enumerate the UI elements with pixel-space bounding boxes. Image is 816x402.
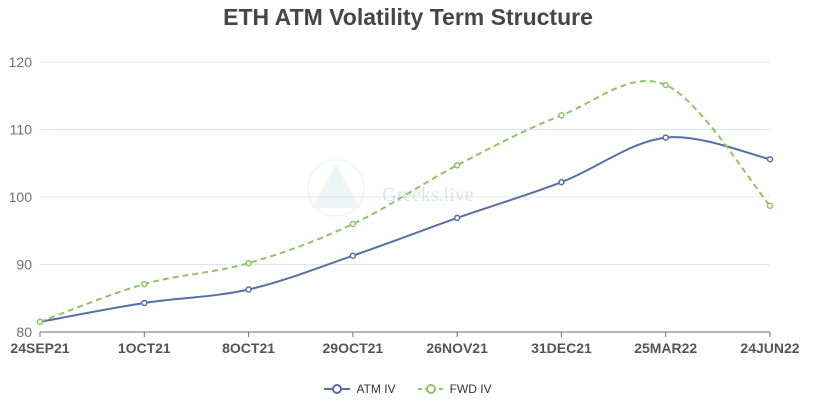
series-line-fwd-iv <box>39 80 771 323</box>
y-tick-label: 100 <box>9 189 33 205</box>
data-point-atm-iv[interactable] <box>245 286 252 293</box>
data-point-atm-iv[interactable] <box>558 178 565 186</box>
data-point-fwd-iv[interactable] <box>662 81 669 89</box>
legend-label-atm-iv: ATM IV <box>356 382 396 396</box>
series-layer <box>36 80 774 326</box>
data-point-fwd-iv[interactable] <box>36 318 44 326</box>
data-point-fwd-iv[interactable] <box>245 259 252 267</box>
y-tick-label: 90 <box>16 257 32 273</box>
data-point-fwd-iv[interactable] <box>558 112 565 119</box>
y-tick-label: 110 <box>10 122 33 138</box>
legend-item-fwd-iv[interactable]: FWD IV <box>417 382 492 396</box>
x-tick-label: 24JUN22 <box>740 340 799 356</box>
watermark-text: Greeks.live <box>382 184 474 206</box>
data-point-atm-iv[interactable] <box>349 252 357 259</box>
data-point-fwd-iv[interactable] <box>453 162 461 169</box>
data-point-fwd-iv[interactable] <box>349 220 357 228</box>
data-point-atm-iv[interactable] <box>662 134 669 141</box>
data-point-atm-iv[interactable] <box>141 299 148 307</box>
data-point-atm-iv[interactable] <box>766 155 774 163</box>
y-tick-label: 120 <box>9 54 33 70</box>
watermark-logo <box>307 159 365 217</box>
data-point-fwd-iv[interactable] <box>141 280 148 288</box>
axis-layer: 80 90 100 110 120 24SEP21 1OCT21 8OCT21 29OCT21 2… <box>9 54 800 356</box>
x-tick-label: 24SEP21 <box>10 340 69 356</box>
x-tick-label: 31DEC21 <box>531 340 592 356</box>
y-tick-label: 80 <box>16 324 32 340</box>
x-tick-label: 1OCT21 <box>118 340 171 356</box>
legend-swatch-fwd-iv <box>417 384 444 394</box>
x-tick-label: 25MAR22 <box>634 340 697 356</box>
chart-title: ETH ATM Volatility Term Structure <box>223 4 593 30</box>
data-point-atm-iv[interactable] <box>453 214 461 222</box>
x-tick-label: 8OCT21 <box>222 340 275 356</box>
series-line-atm-iv <box>39 136 771 323</box>
chart-legend: ATM IV FWD IV <box>0 382 816 396</box>
x-tick-label: 29OCT21 <box>323 340 384 356</box>
legend-swatch-atm-iv <box>324 384 351 394</box>
x-tick-label: 26NOV21 <box>426 340 488 356</box>
data-point-fwd-iv[interactable] <box>766 202 774 210</box>
legend-label-fwd-iv: FWD IV <box>449 382 492 396</box>
legend-item-atm-iv[interactable]: ATM IV <box>324 382 396 396</box>
